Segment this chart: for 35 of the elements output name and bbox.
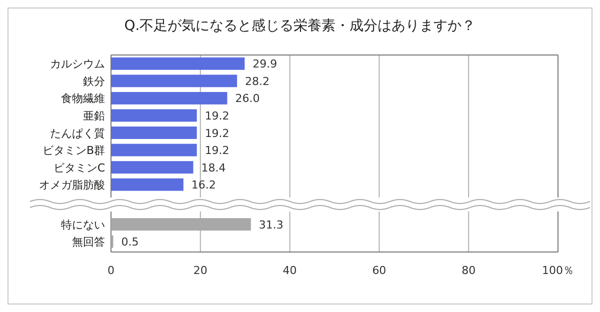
data-label: 19.2 [204, 144, 230, 158]
y-tick-label: 亜鉛 [83, 109, 105, 122]
x-tick-label: 60 [372, 264, 386, 277]
bar [111, 178, 184, 191]
data-label: 0.5 [121, 236, 139, 249]
bar [111, 109, 197, 122]
bar [111, 144, 197, 156]
data-label: 31.3 [258, 218, 284, 232]
data-label: 28.2 [245, 74, 270, 88]
data-label: 29.9 [252, 58, 278, 71]
x-tick-label: 20 [193, 264, 208, 277]
bar [111, 126, 197, 139]
x-tick-label: 40 [282, 264, 297, 277]
data-label: 19.2 [204, 109, 230, 122]
y-tick-label: 食物繊維 [61, 92, 105, 106]
bar [111, 57, 245, 70]
x-tick-label: 80 [462, 264, 476, 277]
bar [111, 74, 238, 88]
data-label: 19.2 [204, 126, 230, 140]
y-tick-label: 特にない [61, 218, 105, 232]
data-label: 16.2 [191, 178, 216, 192]
y-tick-label: たんぱく質 [50, 126, 105, 140]
y-tick-label: ビタミンB群 [42, 144, 105, 158]
y-tick-label: 無回答 [72, 236, 105, 249]
data-label: 26.0 [235, 92, 260, 106]
y-tick-label: オメガ脂肪酸 [39, 178, 105, 192]
bar [111, 161, 194, 174]
chart-title: Q.不足が気になると感じる栄養素・成分はありますか？ [124, 18, 476, 34]
y-tick-label: カルシウム [50, 58, 105, 71]
y-tick-label: 鉄分 [83, 74, 105, 88]
bar [111, 92, 228, 104]
y-tick-label: ビタミンC [53, 161, 106, 174]
x-tick-label: 0 [108, 264, 114, 277]
data-label: 18.4 [201, 161, 226, 174]
x-tick-label: 100％ [542, 264, 574, 277]
